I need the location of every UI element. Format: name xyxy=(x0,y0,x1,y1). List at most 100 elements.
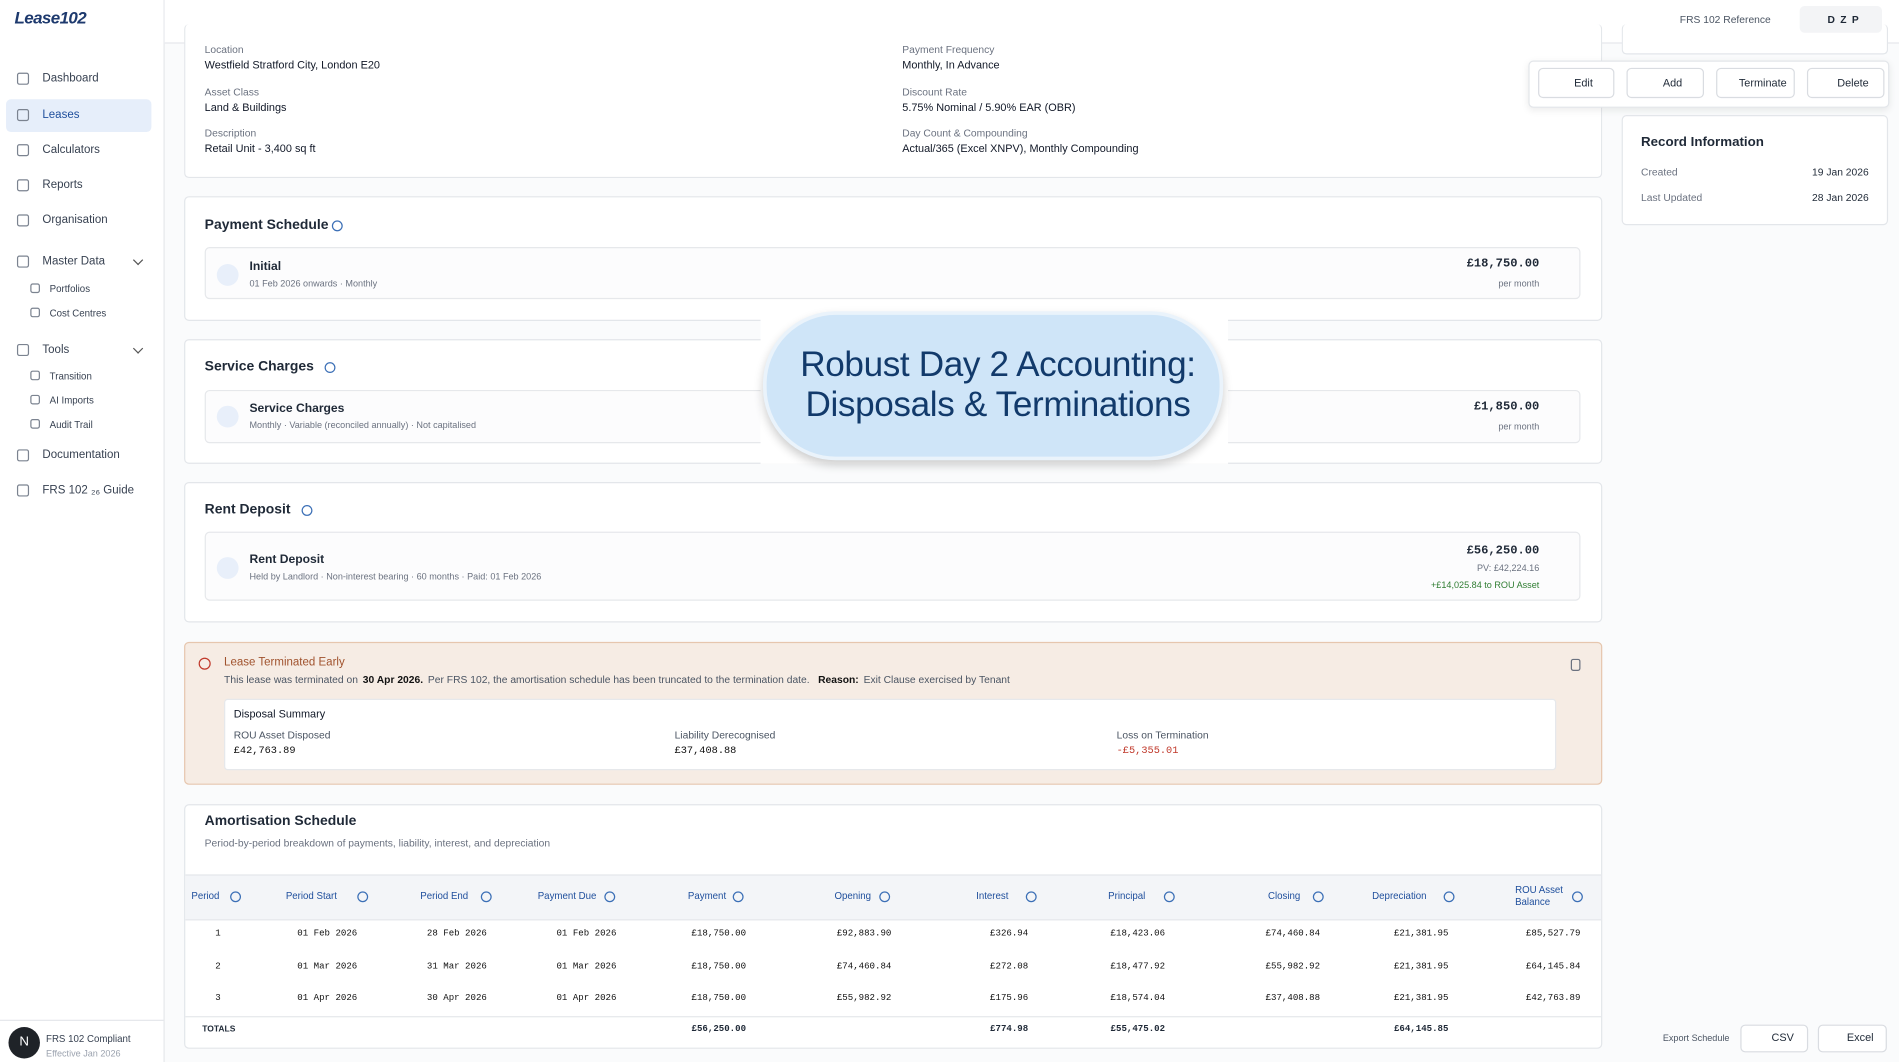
column-header: Interest xyxy=(976,890,1009,902)
table-cell: £55,982.92 xyxy=(1265,961,1321,972)
item-icon xyxy=(216,557,239,579)
nav-icon xyxy=(16,72,30,85)
totals-divider xyxy=(185,1016,1602,1018)
totals-cell: £56,250.00 xyxy=(691,1025,747,1035)
section-title: Service Charges xyxy=(204,359,314,375)
nav-item[interactable]: Master Data xyxy=(42,254,106,269)
table-cell: £18,574.04 xyxy=(1110,993,1166,1004)
csv-label[interactable]: CSV xyxy=(1771,1031,1794,1044)
action-label[interactable]: Add xyxy=(1662,76,1683,89)
action-label[interactable]: Delete xyxy=(1837,76,1869,89)
nav-item[interactable]: Tools xyxy=(42,343,70,357)
nav-item[interactable]: Calculators xyxy=(42,143,100,157)
table-cell: £64,145.84 xyxy=(1525,961,1581,972)
column-header: ROU Asset Balance xyxy=(1515,884,1564,908)
nav-item[interactable]: Portfolios xyxy=(49,283,91,295)
banner xyxy=(762,311,1224,461)
termination-date: 30 Apr 2026. xyxy=(362,673,424,686)
info-icon xyxy=(732,891,744,903)
column-header: Payment Due xyxy=(537,890,597,902)
table-cell: 01 Feb 2026 xyxy=(297,929,358,940)
export-label: Export Schedule xyxy=(1662,1032,1730,1044)
column-header: Depreciation xyxy=(1372,890,1427,902)
table-cell: £21,381.95 xyxy=(1393,929,1449,940)
nav-icon xyxy=(30,283,40,294)
excel-label[interactable]: Excel xyxy=(1846,1031,1874,1044)
nav-item[interactable]: Organisation xyxy=(42,213,108,227)
deposit-item xyxy=(204,531,1581,601)
item-icon xyxy=(216,264,239,286)
action-label[interactable]: Edit xyxy=(1574,76,1593,89)
nav-icon xyxy=(16,484,30,497)
deposit-pv: PV: £42,224.16 xyxy=(1476,562,1540,574)
user-initials[interactable]: D Z P xyxy=(1827,13,1860,26)
nav-item[interactable]: AI Imports xyxy=(49,395,94,406)
user-button[interactable] xyxy=(1799,6,1883,33)
record-card xyxy=(1621,115,1889,226)
table-cell: 1 xyxy=(215,929,221,940)
table-cell: £37,408.88 xyxy=(1265,993,1321,1004)
table-title: Amortisation Schedule xyxy=(204,813,357,829)
table-cell: 31 Mar 2026 xyxy=(426,961,487,972)
detail-label: Day Count & Compounding xyxy=(902,127,1028,140)
nav-item[interactable]: Documentation xyxy=(42,448,120,462)
table-cell: 3 xyxy=(215,993,221,1004)
totals-cell: £64,145.85 xyxy=(1393,1025,1449,1035)
table-cell: £55,982.92 xyxy=(836,993,892,1004)
item-detail: Held by Landlord · Non-interest bearing … xyxy=(249,571,542,582)
action-label[interactable]: Terminate xyxy=(1738,76,1787,89)
nav-item[interactable]: Audit Trail xyxy=(49,419,93,431)
termination-reason: Exit Clause exercised by Tenant xyxy=(863,673,1010,686)
totals-cell: £774.98 xyxy=(990,1025,1029,1035)
info-icon xyxy=(1312,891,1324,903)
item-unit: per month xyxy=(1498,420,1540,432)
table-cell: £175.96 xyxy=(990,993,1029,1004)
avatar xyxy=(8,1027,40,1059)
reference-link[interactable]: FRS 102 Reference xyxy=(1679,13,1771,26)
record-title: Record Information xyxy=(1641,134,1764,150)
nav-item[interactable]: Leases xyxy=(42,108,80,122)
action-button[interactable] xyxy=(1806,67,1885,99)
item-icon xyxy=(216,405,239,428)
nav-icon xyxy=(30,307,40,318)
table-cell: 28 Feb 2026 xyxy=(426,929,487,940)
nav-icon xyxy=(16,108,30,122)
termination-icon xyxy=(198,657,211,670)
footer-title: FRS 102 Compliant xyxy=(46,1033,131,1045)
totals-label: TOTALS xyxy=(202,1025,236,1035)
summary-label: Liability Derecognised xyxy=(674,728,776,742)
action-button[interactable] xyxy=(1538,67,1615,99)
excel-button[interactable] xyxy=(1817,1024,1887,1053)
csv-button[interactable] xyxy=(1740,1024,1809,1053)
table-cell: £92,883.90 xyxy=(836,929,892,940)
summary-value: £37,408.88 xyxy=(674,744,737,757)
footer-subtitle: Effective Jan 2026 xyxy=(46,1048,121,1060)
nav-item[interactable]: FRS 102 ₂₆ Guide xyxy=(42,483,134,497)
info-icon xyxy=(230,891,242,903)
nav-item[interactable]: Reports xyxy=(42,178,83,192)
info-icon xyxy=(1163,891,1175,903)
action-button[interactable] xyxy=(1716,67,1795,99)
table-cell: 01 Feb 2026 xyxy=(556,929,617,940)
nav-item[interactable]: Transition xyxy=(49,370,92,382)
table-cell: 01 Apr 2026 xyxy=(297,993,358,1004)
info-icon xyxy=(357,891,369,903)
table-cell: £18,750.00 xyxy=(691,993,747,1004)
action-button[interactable] xyxy=(1626,67,1705,99)
detail-label: Description xyxy=(204,127,257,140)
nav-item[interactable]: Cost Centres xyxy=(49,307,107,319)
table-subtitle: Period-by-period breakdown of payments, … xyxy=(204,836,551,849)
nav-item[interactable]: Dashboard xyxy=(42,71,99,86)
trash-icon[interactable] xyxy=(1570,658,1581,671)
info-icon xyxy=(878,891,890,903)
item-unit: per month xyxy=(1498,277,1540,289)
column-header: Period xyxy=(191,890,220,902)
nav-icon xyxy=(16,214,30,227)
nav-icon xyxy=(16,343,30,357)
table-cell: £18,750.00 xyxy=(691,929,747,940)
info-icon xyxy=(1571,891,1583,903)
payment-item xyxy=(204,247,1581,300)
table-cell: 01 Apr 2026 xyxy=(556,993,617,1004)
table-cell: £326.94 xyxy=(990,929,1029,940)
